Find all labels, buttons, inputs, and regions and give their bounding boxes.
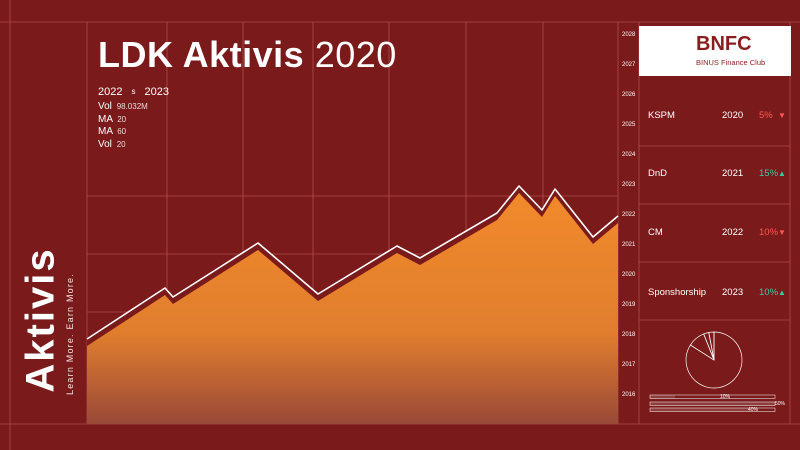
bar-track	[649, 394, 776, 399]
row-year: 2023	[722, 287, 744, 298]
stat-item: Vol 98.032M	[98, 101, 148, 114]
stat-value: 98.032M	[116, 102, 148, 111]
row-percent: 10%	[759, 287, 779, 298]
bar	[650, 402, 775, 406]
y-tick-label: 2022	[622, 212, 636, 218]
page-title: LDK Aktivis 2020	[98, 34, 397, 76]
stat-value: 60	[117, 127, 127, 136]
stats-list: Vol 98.032M MA 20 MA 60 Vol 20	[98, 101, 148, 151]
stat-label: MA	[98, 113, 113, 125]
row-percent: 10%	[759, 227, 779, 238]
trend-up-icon: ▲	[778, 169, 786, 178]
row-year: 2020	[722, 110, 744, 121]
row-percent: 15%	[759, 168, 779, 179]
title-bold: LDK Aktivis	[98, 34, 305, 75]
date-range: 2022 s 2023	[98, 86, 169, 98]
range-separator: s	[131, 87, 136, 96]
bar	[650, 408, 750, 412]
trend-down-icon: ▼	[778, 228, 786, 237]
trend-down-icon: ▼	[778, 111, 786, 120]
bar-data-label: 50%	[775, 401, 786, 407]
y-tick-label: 2026	[622, 92, 636, 98]
area-chart	[86, 185, 619, 424]
stat-value: 20	[117, 114, 127, 124]
side-title: Aktivis	[18, 247, 63, 393]
stat-label: Vol	[98, 138, 112, 150]
area-band	[87, 186, 618, 346]
row-year: 2022	[722, 227, 744, 238]
y-tick-label: 2027	[622, 62, 636, 68]
row-percent: 5%	[759, 110, 773, 121]
y-tick-label: 2018	[622, 332, 636, 338]
bar-data-label: 10%	[720, 394, 731, 400]
row-name: Sponshorship	[648, 287, 707, 298]
y-tick-label: 2021	[622, 242, 636, 248]
bar	[650, 395, 675, 399]
stat-value: 20	[116, 139, 126, 149]
logo-subtitle: BINUS Finance Club	[696, 58, 766, 67]
logo-name: BNFC	[696, 33, 752, 55]
bar-track	[649, 407, 776, 412]
area-fill	[87, 186, 618, 424]
series-line	[86, 185, 619, 340]
y-tick-label: 2023	[622, 182, 636, 188]
stat-label: Vol	[98, 101, 112, 112]
y-tick-label: 2020	[622, 272, 636, 278]
pie-slice	[689, 333, 715, 361]
list-item-sponsorship: Sponshorship 2023 10% ▲	[648, 287, 790, 301]
row-name: KSPM	[648, 110, 675, 121]
pie-slice	[708, 331, 715, 361]
pie-slice	[703, 332, 715, 361]
stat-item: MA 20	[98, 114, 148, 127]
trend-up-icon: ▲	[778, 288, 786, 297]
range-start: 2022	[98, 86, 123, 98]
list-item-dnd: DnD 2021 15% ▲	[648, 168, 790, 182]
y-tick-label: 2017	[622, 362, 636, 368]
side-tagline: Learn More. Earn More.	[65, 273, 75, 395]
logo: BNFC BINUS Finance Club	[639, 26, 791, 76]
y-tick-label: 2024	[622, 152, 636, 158]
bar-data-label: 40%	[748, 407, 759, 413]
pie-slice	[685, 331, 743, 389]
bar-chart	[649, 394, 776, 412]
y-tick-label: 2019	[622, 302, 636, 308]
list-item-cm: CM 2022 10% ▼	[648, 227, 790, 241]
row-name: CM	[648, 227, 663, 238]
title-year: 2020	[314, 34, 397, 75]
row-name: DnD	[648, 168, 668, 179]
range-end: 2023	[144, 86, 169, 98]
pie-chart	[685, 331, 743, 389]
row-year: 2021	[722, 168, 744, 179]
y-tick-label: 2025	[622, 122, 636, 128]
stat-item: Vol 20	[98, 139, 148, 152]
stat-label: MA	[98, 126, 113, 137]
bar-track	[649, 401, 776, 406]
stat-item: MA 60	[98, 126, 148, 139]
y-tick-label: 2016	[622, 392, 636, 398]
y-tick-label: 2028	[622, 32, 636, 38]
list-item-kspm: KSPM 2020 5% ▼	[648, 110, 790, 124]
